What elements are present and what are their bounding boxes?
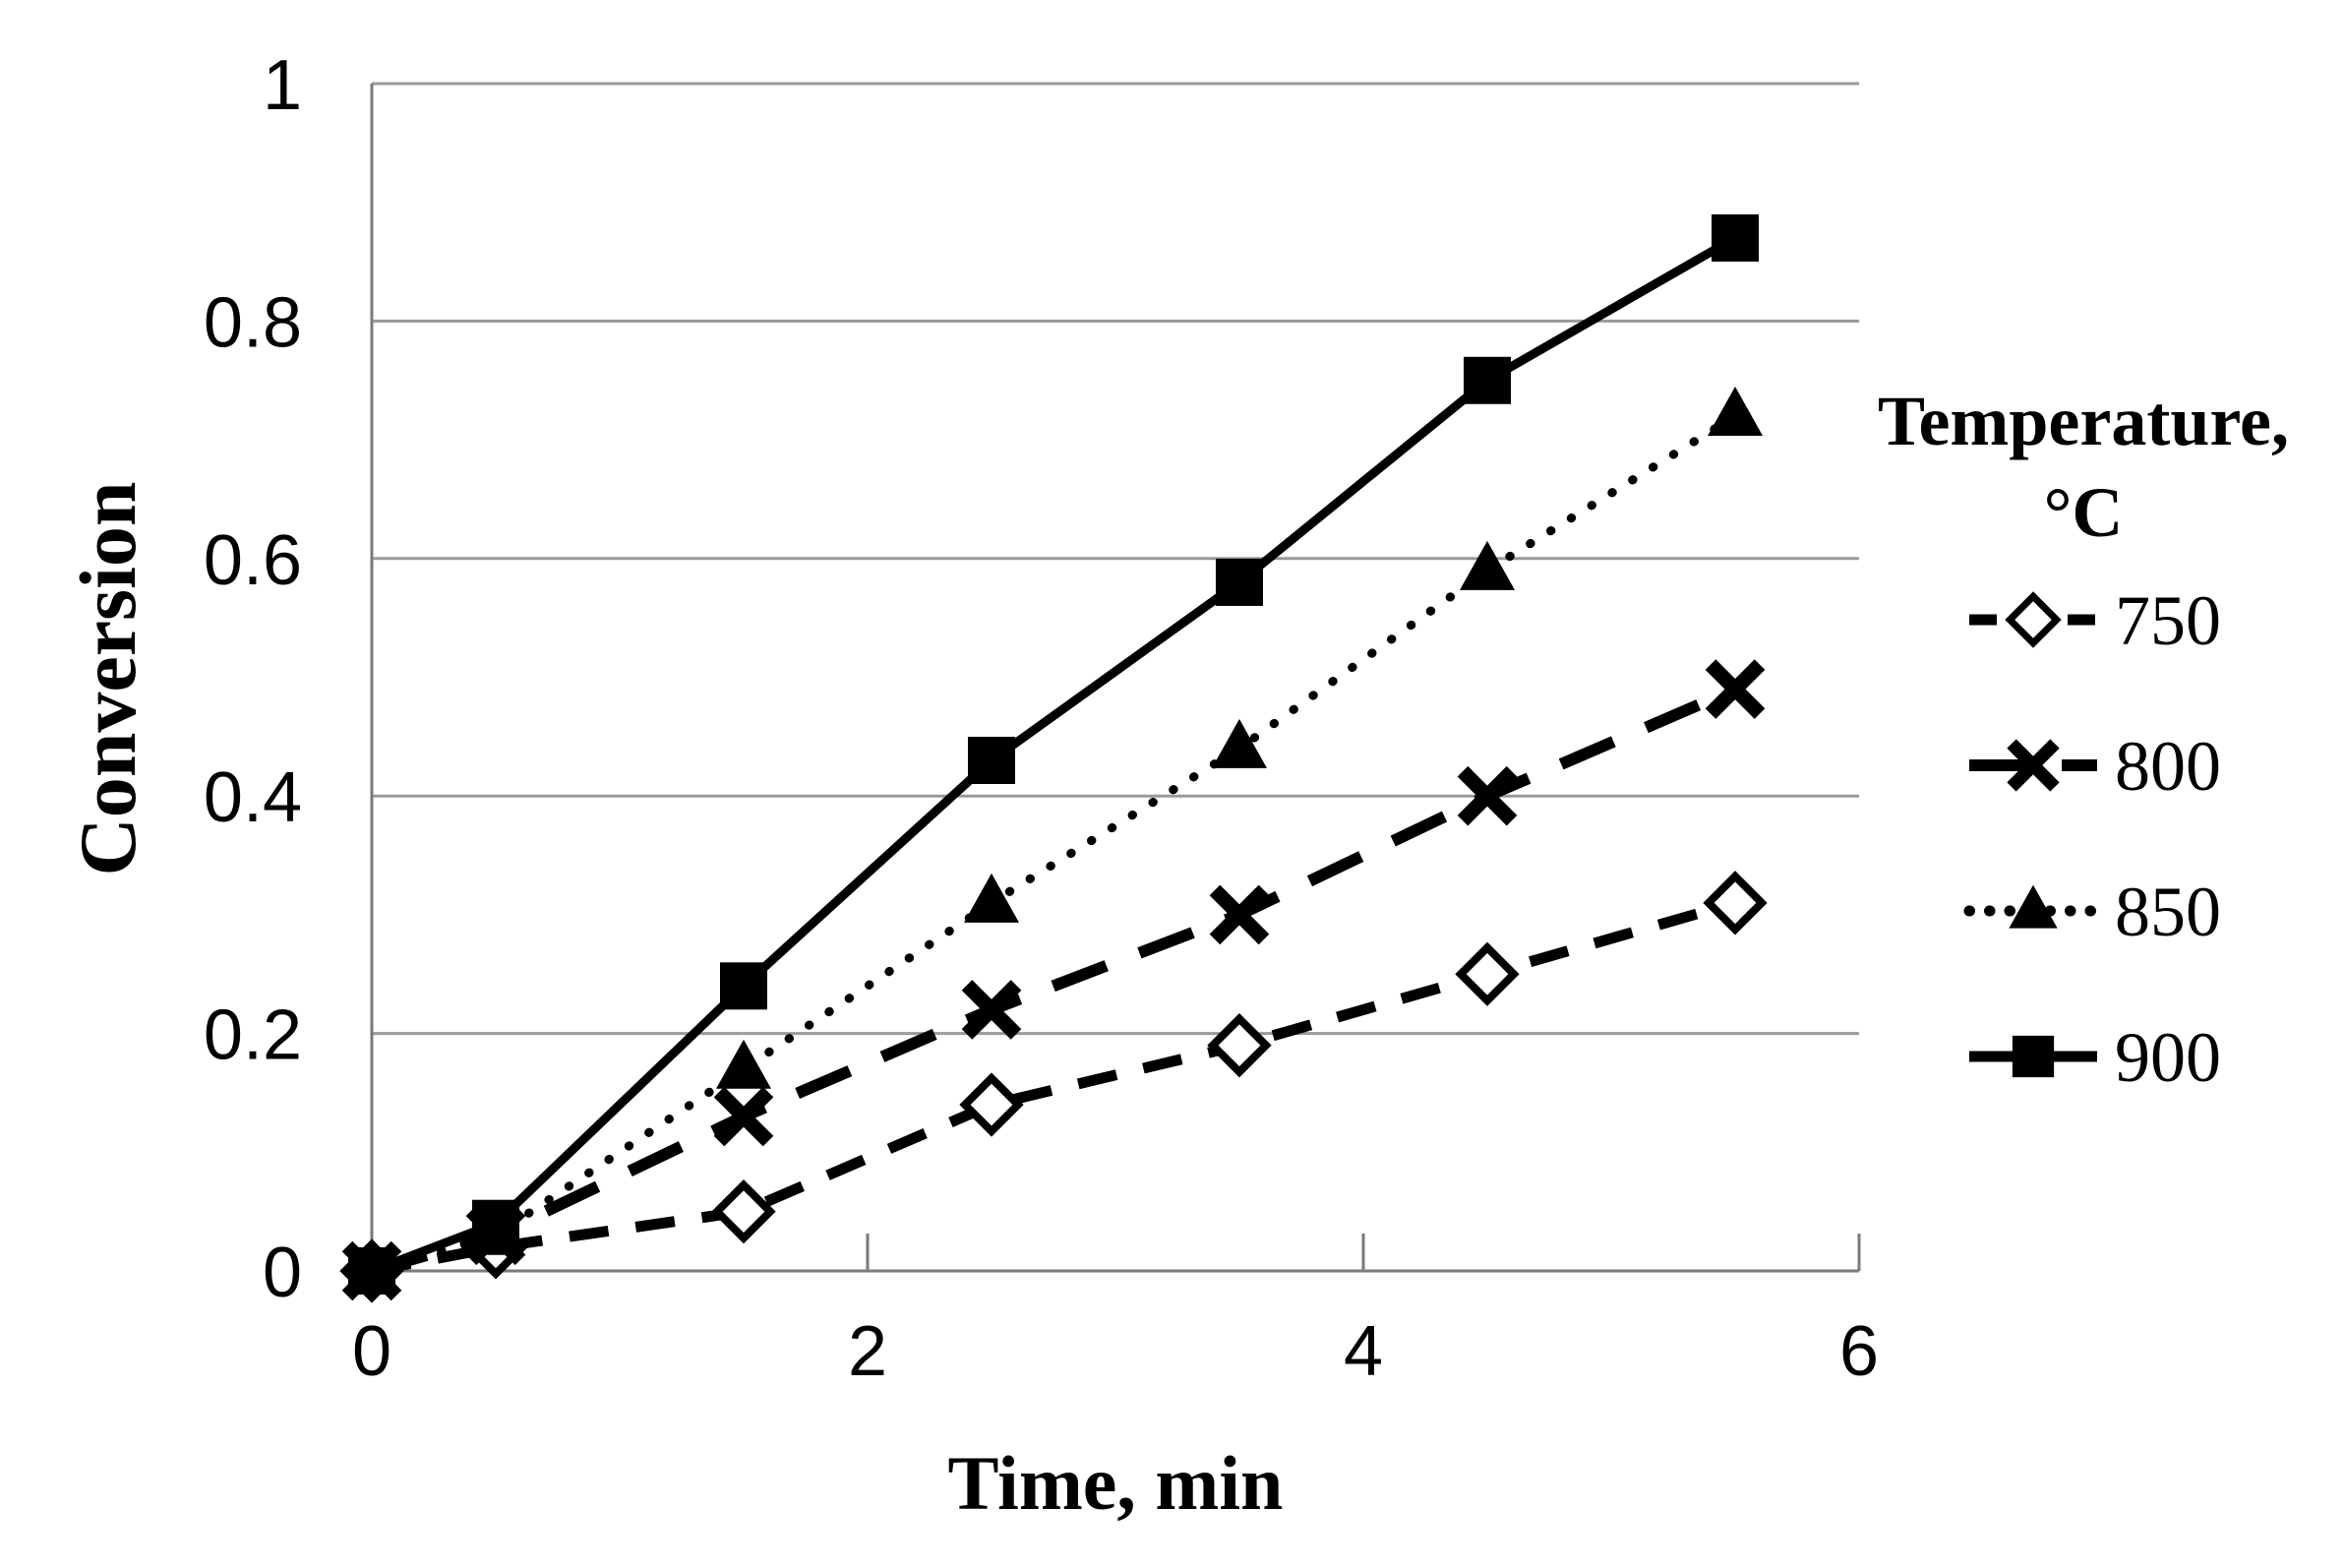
legend-label-750: 750 bbox=[2115, 581, 2221, 660]
marker-x-800-pt2 bbox=[713, 1086, 774, 1147]
series-900 bbox=[348, 213, 1759, 1295]
marker-triangle-filled-850-pt6 bbox=[1708, 386, 1763, 436]
legend-label-900: 900 bbox=[2115, 1018, 2221, 1097]
marker-square-filled-900-pt4 bbox=[1216, 558, 1263, 606]
series-800 bbox=[341, 659, 1766, 1301]
x-axis-title: Time, min bbox=[948, 1440, 1284, 1526]
marker-triangle-filled-850-pt2 bbox=[716, 1039, 771, 1089]
marker-square-filled-900-pt1 bbox=[472, 1199, 519, 1247]
marker-x-800-pt3 bbox=[961, 980, 1022, 1040]
legend-item-900: 900 bbox=[1969, 1018, 2221, 1097]
axes bbox=[370, 84, 1861, 1273]
legend-label-850: 850 bbox=[2115, 873, 2221, 951]
marker-diamond-open-750-pt4 bbox=[1207, 1013, 1272, 1078]
axis-titles: Time, min Conversion bbox=[63, 482, 1283, 1526]
series-750 bbox=[339, 871, 1768, 1303]
marker-x-800-pt6 bbox=[1705, 659, 1766, 719]
series-line-900 bbox=[370, 234, 1738, 1276]
legend-item-800: 800 bbox=[1969, 727, 2221, 806]
marker-square-filled-900-pt3 bbox=[968, 736, 1015, 784]
y-tick-label-0.2: 0.2 bbox=[204, 996, 302, 1075]
legend-marker-x-800 bbox=[2007, 739, 2060, 792]
legend-label-800: 800 bbox=[2115, 727, 2221, 806]
x-tick-label-6: 6 bbox=[1839, 1312, 1879, 1391]
marker-x-800-pt4 bbox=[1209, 884, 1270, 945]
marker-square-filled-900-pt5 bbox=[1464, 356, 1511, 404]
legend: Temperature, °C 750 800 850 900 bbox=[1878, 382, 2289, 1097]
legend-marker-triangle-filled-850 bbox=[2009, 884, 2058, 929]
legend-title-line-2: °C bbox=[2044, 473, 2124, 552]
y-tick-label-0.4: 0.4 bbox=[204, 758, 302, 837]
gridlines bbox=[372, 82, 1859, 1036]
y-tick-label-1: 1 bbox=[263, 46, 302, 125]
y-tick-label-0: 0 bbox=[263, 1234, 302, 1312]
y-tick-label-0.8: 0.8 bbox=[204, 283, 302, 362]
marker-square-filled-900-pt0 bbox=[348, 1247, 395, 1295]
marker-diamond-open-750-pt2 bbox=[711, 1178, 776, 1244]
data-series bbox=[339, 213, 1768, 1303]
legend-marker-diamond-open-750 bbox=[2005, 591, 2062, 648]
marker-square-filled-900-pt6 bbox=[1712, 213, 1759, 262]
legend-item-750: 750 bbox=[1969, 581, 2221, 660]
legend-marker-square-filled-900 bbox=[2012, 1035, 2055, 1078]
marker-diamond-open-750-pt5 bbox=[1455, 941, 1520, 1006]
marker-square-filled-900-pt2 bbox=[720, 962, 767, 1010]
y-tick-labels: 0 0.2 0.4 0.6 0.8 1 bbox=[204, 46, 302, 1312]
x-tick-label-4: 4 bbox=[1344, 1312, 1383, 1391]
marker-x-800-pt5 bbox=[1457, 765, 1518, 826]
x-tick-label-0: 0 bbox=[352, 1312, 391, 1391]
marker-diamond-open-750-pt6 bbox=[1703, 871, 1768, 935]
series-line-750 bbox=[370, 897, 1737, 1277]
y-tick-label-0.6: 0.6 bbox=[204, 521, 302, 600]
legend-title-line-1: Temperature, bbox=[1878, 382, 2289, 460]
y-axis-title: Conversion bbox=[63, 482, 152, 876]
series-line-800 bbox=[370, 684, 1738, 1277]
marker-triangle-filled-850-pt3 bbox=[964, 873, 1019, 923]
marker-triangle-filled-850-pt5 bbox=[1460, 540, 1515, 590]
x-tick-labels: 0 2 4 6 bbox=[352, 1312, 1879, 1391]
marker-triangle-filled-850-pt4 bbox=[1212, 718, 1267, 768]
x-tick-label-2: 2 bbox=[848, 1312, 887, 1391]
legend-item-850: 850 bbox=[1963, 873, 2221, 951]
series-850 bbox=[344, 386, 1763, 1291]
marker-diamond-open-750-pt3 bbox=[959, 1072, 1024, 1137]
